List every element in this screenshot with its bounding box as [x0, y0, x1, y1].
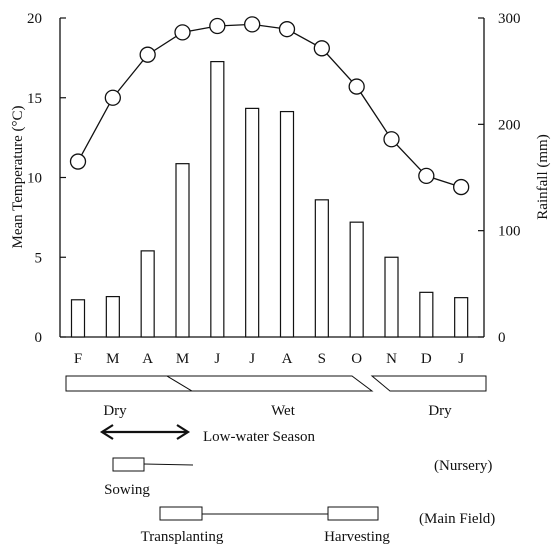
month-label: F: [74, 351, 82, 367]
month-label: J: [249, 351, 255, 367]
rainfall-bar: [419, 291, 434, 338]
nursery-row-label: (Nursery): [434, 458, 492, 474]
left-tick-label: 0: [35, 330, 43, 346]
transplanting-bar: [159, 506, 203, 521]
season-band-wet: [165, 375, 374, 392]
season-bands: Dry Wet Dry: [65, 375, 487, 419]
right-tick-label: 200: [498, 117, 521, 133]
left-axis-ticks: 0 5 10 15 20: [27, 11, 66, 346]
right-tick-label: 300: [498, 11, 521, 27]
rainfall-bars: [70, 60, 469, 338]
season-label-dry-1: Dry: [103, 403, 127, 419]
low-water-arrow: [99, 424, 191, 440]
season-label-wet: Wet: [271, 403, 296, 419]
sowing-bar: [112, 457, 145, 472]
month-label: N: [386, 351, 397, 367]
harvesting-bar: [327, 506, 379, 521]
temperature-polyline: [77, 23, 462, 188]
left-axis-title: Mean Temperature (°C): [10, 106, 26, 249]
month-label: A: [142, 351, 153, 367]
month-label: O: [351, 351, 362, 367]
main-field-row: [159, 506, 379, 521]
temperature-point: [104, 89, 121, 106]
main-field-row-label: (Main Field): [419, 511, 495, 527]
rainfall-bar: [70, 299, 86, 338]
nursery-row: [112, 457, 194, 472]
month-label: M: [176, 351, 189, 367]
rainfall-bar: [454, 297, 469, 338]
temperature-point: [209, 17, 226, 35]
season-band-dry-2: [370, 375, 487, 392]
temperature-point: [418, 167, 435, 185]
temperature-point: [244, 16, 261, 33]
rainfall-bar: [314, 199, 329, 338]
rainfall-bar: [279, 110, 295, 338]
temperature-line: [69, 16, 470, 196]
temperature-point: [278, 21, 296, 38]
rainfall-bar: [349, 221, 364, 338]
left-tick-label: 15: [27, 91, 42, 107]
temperature-point: [383, 131, 400, 148]
month-label: D: [421, 351, 432, 367]
rainfall-bar: [175, 163, 190, 338]
right-tick-label: 0: [498, 330, 506, 346]
harvesting-label: Harvesting: [324, 529, 390, 545]
temperature-point: [139, 46, 156, 63]
temperature-point: [174, 24, 191, 41]
rainfall-bar: [210, 60, 225, 338]
temperature-point: [69, 153, 87, 170]
temperature-point: [348, 78, 365, 95]
month-label: M: [106, 351, 119, 367]
right-axis-title: Rainfall (mm): [535, 134, 551, 219]
temperature-point: [313, 40, 330, 57]
season-label-dry-2: Dry: [428, 403, 452, 419]
right-tick-label: 100: [498, 224, 521, 240]
rainfall-bar: [105, 295, 120, 338]
temperature-point: [453, 178, 470, 196]
left-tick-label: 20: [27, 11, 42, 27]
sowing-label: Sowing: [104, 482, 150, 498]
transplanting-label: Transplanting: [141, 529, 224, 545]
left-tick-label: 10: [27, 171, 42, 187]
rainfall-bar: [245, 107, 260, 338]
rainfall-bar: [384, 256, 399, 338]
right-axis-ticks: 0 100 200 300: [478, 11, 521, 346]
month-label: J: [458, 351, 464, 367]
low-water-label: Low-water Season: [203, 429, 316, 445]
month-label: A: [282, 351, 293, 367]
left-tick-label: 5: [35, 250, 43, 266]
month-label: S: [318, 351, 326, 367]
month-label: J: [214, 351, 220, 367]
rainfall-bar: [140, 250, 155, 338]
nursery-line: [143, 463, 194, 466]
